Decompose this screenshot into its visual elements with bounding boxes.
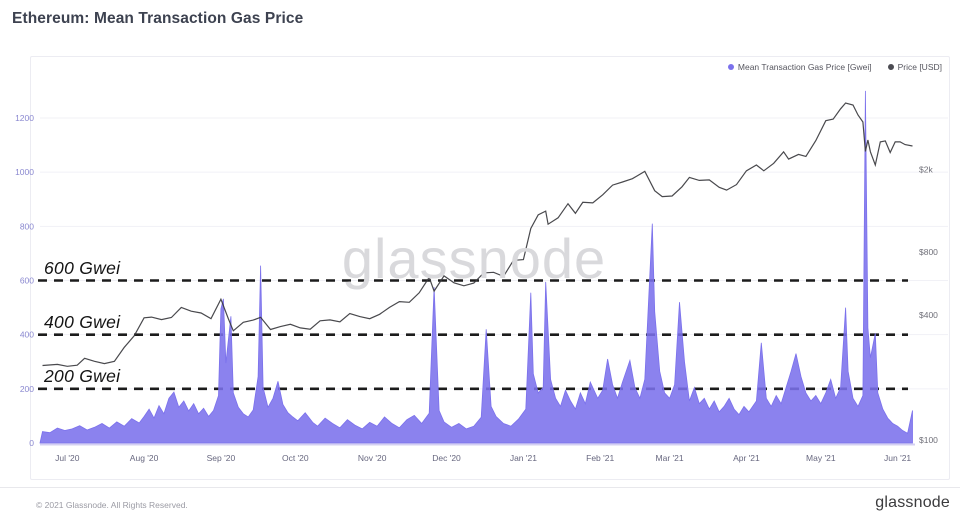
legend-label-gas-price: Mean Transaction Gas Price [Gwei] <box>737 62 872 72</box>
x-axis-tick-label: May '21 <box>806 453 836 463</box>
x-axis-tick-label: Oct '20 <box>282 453 309 463</box>
footer-divider <box>0 487 960 488</box>
annotation-label-600-gwei: 600 Gwei <box>44 258 121 278</box>
y-axis-right-tick-label: $2k <box>919 164 933 174</box>
x-axis-tick-label: Nov '20 <box>358 453 387 463</box>
y-axis-left-tick-label: 200 <box>20 384 34 394</box>
y-axis-left-tick-label: 1000 <box>15 167 34 177</box>
y-axis-left-tick-label: 1200 <box>15 113 34 123</box>
x-axis-tick-label: Feb '21 <box>586 453 614 463</box>
x-axis-tick-label: Jul '20 <box>55 453 80 463</box>
annotation-label-400-gwei: 400 Gwei <box>44 312 121 332</box>
y-axis-right-tick-label: $800 <box>919 247 938 257</box>
page-title: Ethereum: Mean Transaction Gas Price <box>12 10 304 27</box>
gas-price-area-series <box>39 90 913 444</box>
y-axis-right-tick-label: $400 <box>919 310 938 320</box>
x-axis-tick-label: Jan '21 <box>510 453 537 463</box>
legend-label-price: Price [USD] <box>897 62 942 72</box>
chart-legend: Mean Transaction Gas Price [Gwei] Price … <box>727 62 942 72</box>
legend-item-gas-price[interactable]: Mean Transaction Gas Price [Gwei] <box>727 62 872 72</box>
footer-copyright: © 2021 Glassnode. All Rights Reserved. <box>36 500 188 510</box>
chart-plot-area[interactable] <box>40 88 915 444</box>
legend-item-price[interactable]: Price [USD] <box>887 62 942 72</box>
y-axis-right-tick-label: $100 <box>919 435 938 445</box>
x-axis-tick-label: Mar '21 <box>656 453 684 463</box>
price-line-series <box>42 102 913 367</box>
annotation-label-200-gwei: 200 Gwei <box>44 366 121 386</box>
price-legend-dot-icon <box>887 64 894 70</box>
x-axis-tick-label: Aug '20 <box>130 453 159 463</box>
glassnode-logo: glassnode <box>875 494 950 511</box>
y-axis-left-tick-label: 800 <box>20 221 34 231</box>
y-axis-left-tick-label: 400 <box>20 330 34 340</box>
x-axis-tick-label: Jun '21 <box>884 453 911 463</box>
gas-price-legend-dot-icon <box>727 64 734 70</box>
y-axis-left-tick-label: 600 <box>20 276 34 286</box>
x-axis-tick-label: Sep '20 <box>207 453 236 463</box>
x-axis-tick-label: Apr '21 <box>733 453 760 463</box>
x-axis-tick-label: Dec '20 <box>432 453 461 463</box>
y-axis-left-tick-label: 0 <box>29 438 34 448</box>
